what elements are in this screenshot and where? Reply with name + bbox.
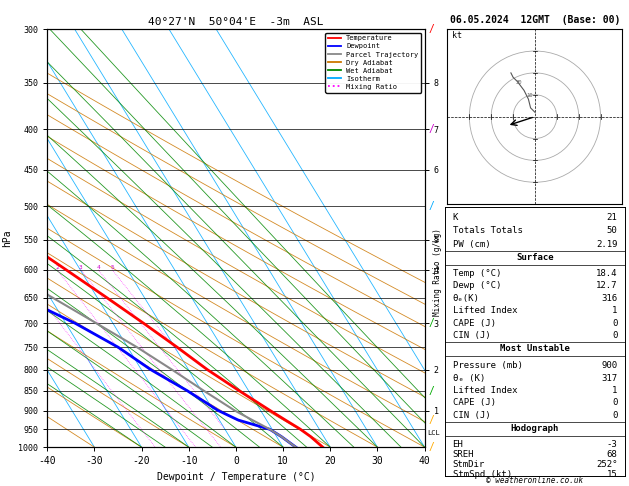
Text: Lifted Index: Lifted Index [452, 306, 517, 315]
Text: LCL: LCL [427, 430, 440, 436]
Title: 40°27'N  50°04'E  -3m  ASL: 40°27'N 50°04'E -3m ASL [148, 17, 324, 27]
Text: Most Unstable: Most Unstable [500, 345, 570, 353]
Text: © weatheronline.co.uk: © weatheronline.co.uk [486, 476, 584, 485]
Text: 2: 2 [55, 265, 59, 270]
Text: 900: 900 [601, 361, 618, 370]
Text: CAPE (J): CAPE (J) [452, 319, 496, 328]
Text: 06.05.2024  12GMT  (Base: 00): 06.05.2024 12GMT (Base: 00) [450, 15, 620, 25]
Text: /: / [428, 442, 434, 452]
Text: 68: 68 [607, 450, 618, 459]
Text: SREH: SREH [452, 450, 474, 459]
Text: 2.19: 2.19 [596, 240, 618, 249]
Text: 18.4: 18.4 [596, 269, 618, 278]
Text: Surface: Surface [516, 253, 554, 262]
Text: 3: 3 [79, 265, 82, 270]
Text: 21: 21 [607, 213, 618, 222]
Text: 0: 0 [612, 331, 618, 340]
Text: /: / [428, 124, 434, 134]
Text: Lifted Index: Lifted Index [452, 386, 517, 395]
Text: CAPE (J): CAPE (J) [452, 399, 496, 407]
Text: PW (cm): PW (cm) [452, 240, 490, 249]
Text: 12.7: 12.7 [596, 281, 618, 290]
Text: kt: kt [452, 31, 462, 40]
Text: EH: EH [452, 440, 463, 449]
Text: 0: 0 [612, 319, 618, 328]
Text: 316: 316 [601, 294, 618, 303]
Text: /: / [428, 24, 434, 34]
Text: StmDir: StmDir [452, 460, 485, 469]
Text: Pressure (mb): Pressure (mb) [452, 361, 522, 370]
Text: /: / [428, 386, 434, 396]
Text: Totals Totals: Totals Totals [452, 226, 522, 235]
Text: -3: -3 [607, 440, 618, 449]
Text: K: K [452, 213, 458, 222]
Text: /: / [428, 318, 434, 329]
Text: 1: 1 [612, 386, 618, 395]
Text: 252°: 252° [596, 460, 618, 469]
Text: 10: 10 [526, 93, 533, 98]
Text: /: / [428, 202, 434, 211]
Y-axis label: km
ASL: km ASL [448, 219, 463, 238]
Y-axis label: hPa: hPa [3, 229, 13, 247]
Text: CIN (J): CIN (J) [452, 331, 490, 340]
Text: Temp (°C): Temp (°C) [452, 269, 501, 278]
Text: 1: 1 [612, 306, 618, 315]
Text: 0: 0 [612, 411, 618, 420]
Text: /: / [428, 415, 434, 425]
Text: 4: 4 [96, 265, 100, 270]
Text: 5: 5 [110, 265, 114, 270]
Text: Dewp (°C): Dewp (°C) [452, 281, 501, 290]
Text: 0: 0 [612, 399, 618, 407]
Legend: Temperature, Dewpoint, Parcel Trajectory, Dry Adiabat, Wet Adiabat, Isotherm, Mi: Temperature, Dewpoint, Parcel Trajectory… [325, 33, 421, 93]
Text: Hodograph: Hodograph [511, 424, 559, 434]
Text: CIN (J): CIN (J) [452, 411, 490, 420]
Text: 15: 15 [607, 470, 618, 479]
Text: 50: 50 [607, 226, 618, 235]
Text: 317: 317 [601, 374, 618, 382]
Text: θₑ (K): θₑ (K) [452, 374, 485, 382]
Text: Mixing Ratio (g/kg): Mixing Ratio (g/kg) [433, 228, 442, 316]
X-axis label: Dewpoint / Temperature (°C): Dewpoint / Temperature (°C) [157, 472, 315, 482]
Text: θₑ(K): θₑ(K) [452, 294, 479, 303]
Text: StmSpd (kt): StmSpd (kt) [452, 470, 511, 479]
Text: 20: 20 [515, 80, 522, 85]
